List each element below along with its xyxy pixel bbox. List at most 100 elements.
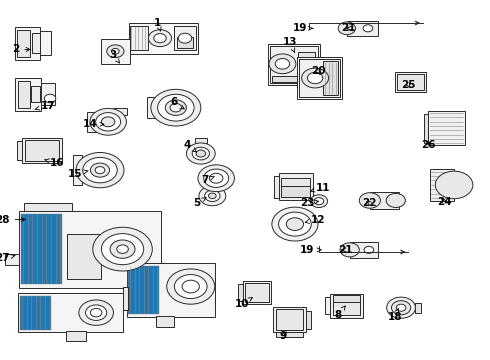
Text: 20: 20 <box>311 66 325 76</box>
Circle shape <box>90 163 110 177</box>
Circle shape <box>272 207 318 241</box>
FancyBboxPatch shape <box>397 74 424 90</box>
FancyBboxPatch shape <box>245 283 269 302</box>
FancyBboxPatch shape <box>268 44 320 85</box>
Circle shape <box>307 72 323 84</box>
Text: 5: 5 <box>194 198 206 208</box>
FancyBboxPatch shape <box>15 27 40 60</box>
Circle shape <box>302 68 329 88</box>
Circle shape <box>314 198 324 205</box>
Circle shape <box>101 117 115 127</box>
FancyBboxPatch shape <box>20 296 51 330</box>
FancyBboxPatch shape <box>18 81 30 108</box>
Circle shape <box>198 165 234 192</box>
FancyBboxPatch shape <box>67 234 101 279</box>
Circle shape <box>148 30 172 47</box>
Circle shape <box>76 153 124 188</box>
Circle shape <box>204 169 229 188</box>
Text: 28: 28 <box>0 215 25 225</box>
Circle shape <box>174 275 207 298</box>
Circle shape <box>209 173 223 183</box>
FancyBboxPatch shape <box>276 332 303 337</box>
Circle shape <box>90 309 102 317</box>
FancyBboxPatch shape <box>18 293 123 332</box>
Text: 12: 12 <box>305 215 326 225</box>
Circle shape <box>359 193 380 208</box>
Text: 23: 23 <box>300 198 318 208</box>
Text: 6: 6 <box>171 98 184 109</box>
Text: 24: 24 <box>437 197 452 207</box>
FancyBboxPatch shape <box>147 97 158 118</box>
FancyBboxPatch shape <box>238 284 243 301</box>
Circle shape <box>107 45 124 58</box>
FancyBboxPatch shape <box>297 57 343 99</box>
Text: 15: 15 <box>68 168 88 179</box>
Circle shape <box>182 280 199 293</box>
Circle shape <box>205 190 220 202</box>
Circle shape <box>435 171 473 199</box>
FancyBboxPatch shape <box>299 59 340 97</box>
Text: 25: 25 <box>401 80 416 90</box>
Circle shape <box>110 240 135 258</box>
Circle shape <box>196 150 206 157</box>
Text: 22: 22 <box>362 198 377 208</box>
Text: 11: 11 <box>311 183 331 193</box>
FancyBboxPatch shape <box>24 203 72 211</box>
FancyBboxPatch shape <box>129 23 198 54</box>
FancyBboxPatch shape <box>333 295 360 302</box>
Text: 2: 2 <box>12 45 30 54</box>
Circle shape <box>117 245 128 253</box>
Circle shape <box>386 193 405 207</box>
FancyBboxPatch shape <box>195 138 207 143</box>
FancyBboxPatch shape <box>17 30 30 57</box>
FancyBboxPatch shape <box>273 307 305 332</box>
Circle shape <box>178 33 192 43</box>
Circle shape <box>338 22 355 35</box>
Circle shape <box>275 59 290 69</box>
Text: 17: 17 <box>35 101 55 111</box>
Circle shape <box>192 147 209 160</box>
FancyBboxPatch shape <box>19 211 161 288</box>
Circle shape <box>363 25 373 32</box>
Text: 7: 7 <box>201 175 215 185</box>
FancyBboxPatch shape <box>127 263 215 317</box>
FancyBboxPatch shape <box>128 266 159 314</box>
Circle shape <box>209 193 216 199</box>
FancyBboxPatch shape <box>270 46 318 83</box>
Circle shape <box>151 89 201 126</box>
FancyBboxPatch shape <box>41 83 55 105</box>
Text: 27: 27 <box>0 253 15 263</box>
Circle shape <box>310 195 328 207</box>
FancyBboxPatch shape <box>370 192 399 209</box>
Circle shape <box>199 186 226 206</box>
FancyBboxPatch shape <box>16 78 41 111</box>
FancyBboxPatch shape <box>323 61 338 95</box>
Text: 16: 16 <box>45 158 65 168</box>
FancyBboxPatch shape <box>156 316 174 327</box>
FancyBboxPatch shape <box>66 331 86 341</box>
FancyBboxPatch shape <box>347 21 378 36</box>
FancyBboxPatch shape <box>298 52 315 82</box>
Circle shape <box>83 157 117 183</box>
Text: 10: 10 <box>234 298 252 309</box>
FancyBboxPatch shape <box>113 108 127 115</box>
FancyBboxPatch shape <box>330 294 363 318</box>
FancyBboxPatch shape <box>281 178 310 186</box>
FancyBboxPatch shape <box>73 155 82 185</box>
Circle shape <box>44 94 56 103</box>
FancyBboxPatch shape <box>333 302 360 315</box>
Circle shape <box>279 212 311 236</box>
Circle shape <box>95 167 105 174</box>
FancyBboxPatch shape <box>430 169 454 201</box>
Circle shape <box>96 113 121 131</box>
Circle shape <box>90 108 126 135</box>
FancyBboxPatch shape <box>32 33 41 53</box>
FancyBboxPatch shape <box>31 86 41 102</box>
Text: 26: 26 <box>421 140 436 150</box>
FancyBboxPatch shape <box>101 39 130 64</box>
FancyBboxPatch shape <box>122 287 128 310</box>
Circle shape <box>186 143 215 164</box>
Text: 3: 3 <box>109 50 120 63</box>
Circle shape <box>167 269 215 304</box>
FancyBboxPatch shape <box>428 111 465 145</box>
